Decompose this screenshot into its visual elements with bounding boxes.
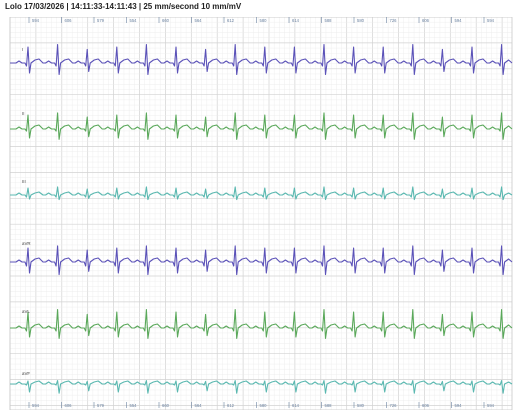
lead-iii-label: III bbox=[22, 179, 26, 184]
lead-ii-label: II bbox=[22, 111, 24, 116]
rr-interval-top-label: 564 bbox=[195, 18, 203, 23]
rr-interval-bottom-label: 594 bbox=[455, 403, 463, 408]
lead-ii-trace bbox=[10, 112, 513, 140]
rr-interval-top-label: 594 bbox=[32, 18, 40, 23]
rr-interval-top-label: 726 bbox=[390, 18, 398, 23]
rr-interval-bottom-label: 606 bbox=[65, 403, 73, 408]
lead-avf-label: aVF bbox=[22, 371, 30, 376]
rr-interval-bottom-label: 588 bbox=[325, 403, 333, 408]
rr-interval-bottom-label: 580 bbox=[260, 403, 268, 408]
rr-interval-top-label: 606 bbox=[422, 18, 430, 23]
rr-interval-bottom-label: 564 bbox=[195, 403, 203, 408]
lead-avf-trace bbox=[10, 380, 513, 394]
rr-interval-bottom-label: 579 bbox=[97, 403, 105, 408]
rr-interval-bottom-label: 606 bbox=[422, 403, 430, 408]
rr-interval-top-label: 660 bbox=[162, 18, 170, 23]
lead-avl-trace bbox=[10, 309, 513, 339]
rr-interval-bottom-label: 726 bbox=[390, 403, 398, 408]
rr-interval-bottom-label: 660 bbox=[162, 403, 170, 408]
rr-interval-top-label: 612 bbox=[227, 18, 235, 23]
lead-i-trace bbox=[10, 44, 513, 76]
grid-lines bbox=[9, 17, 513, 410]
lead-i-label: I bbox=[22, 47, 23, 52]
rr-interval-top-label: 588 bbox=[325, 18, 333, 23]
ecg-grid: 594 606 579 554 660 564 612 580 614 588 580 726 606 5… bbox=[9, 17, 513, 410]
rr-interval-top-label: 579 bbox=[97, 18, 105, 23]
rr-interval-top-label: 614 bbox=[292, 18, 300, 23]
rr-interval-top-label: 554 bbox=[130, 18, 138, 23]
rr-interval-top-label: 606 bbox=[65, 18, 73, 23]
lead-avr-label: aVR bbox=[22, 241, 31, 246]
lead-avl-label: aVL bbox=[22, 309, 30, 314]
rr-interval-top-label: 594 bbox=[455, 18, 463, 23]
rr-interval-top-label: 580 bbox=[357, 18, 365, 23]
rr-interval-bottom-label: 594 bbox=[32, 403, 40, 408]
rr-interval-bottom-label: 612 bbox=[227, 403, 235, 408]
ecg-chart: 594 606 579 554 660 564 612 580 614 588 580 726 606 5… bbox=[0, 17, 516, 410]
rr-interval-bottom-label: 594 bbox=[487, 403, 495, 408]
lead-avr-trace bbox=[10, 245, 513, 276]
rr-interval-top-label: 580 bbox=[260, 18, 268, 23]
rr-interval-bottom-label: 554 bbox=[130, 403, 138, 408]
rr-interval-bottom-label: 614 bbox=[292, 403, 300, 408]
rr-interval-top-label: 594 bbox=[487, 18, 495, 23]
rr-interval-bottom-label: 580 bbox=[357, 403, 365, 408]
recording-title: Lolo 17/03/2026 | 14:11:33-14:11:43 | 25… bbox=[5, 2, 242, 11]
lead-iii-trace bbox=[10, 186, 513, 201]
